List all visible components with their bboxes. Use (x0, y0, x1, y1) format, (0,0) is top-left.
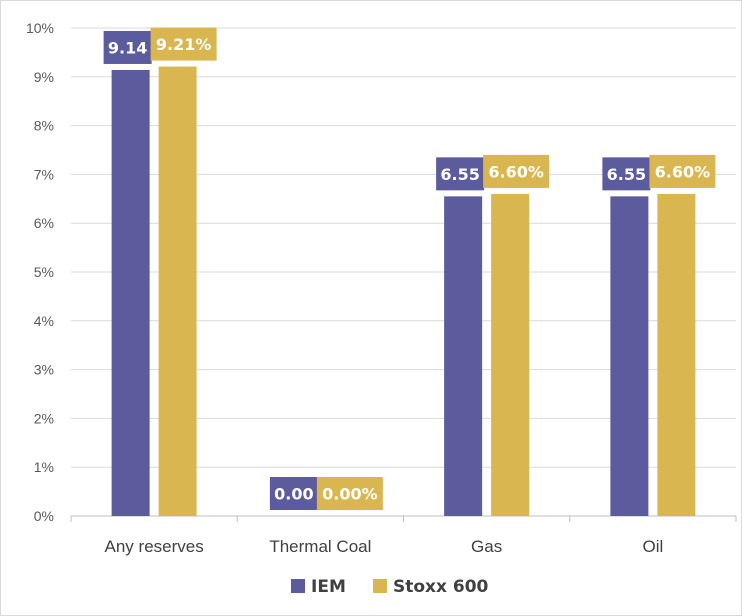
y-tick-label: 6% (34, 215, 54, 231)
y-tick-label: 4% (34, 313, 54, 329)
data-label: 0.00% (322, 485, 378, 504)
legend-label: IEM (311, 577, 346, 597)
data-label-box (483, 154, 550, 188)
data-label-box (436, 157, 485, 191)
y-tick-label: 0% (34, 508, 54, 524)
x-tick-label: Oil (642, 537, 663, 556)
bar (657, 193, 696, 517)
data-label: 6.55 (607, 165, 646, 184)
data-label: 6.60% (655, 162, 711, 181)
axes: 0% 1% 2% 3% 4% 5% 6% 7% 8% 9% 10% Any reserves Therm… (26, 20, 737, 556)
data-label-box (649, 154, 716, 188)
bars (111, 66, 696, 517)
legend-swatch (373, 579, 387, 593)
data-label-box (150, 27, 217, 61)
data-label: 6.55 (440, 165, 479, 184)
data-label-box (602, 157, 651, 191)
x-tick-label: Thermal Coal (269, 537, 371, 556)
x-tick-label: Any reserves (105, 537, 204, 556)
y-tick-label: 5% (34, 264, 54, 280)
legend-label: Stoxx 600 (393, 577, 489, 597)
y-tick-label: 8% (34, 118, 54, 134)
data-label: 0.00 (274, 485, 313, 504)
y-tick-label: 3% (34, 362, 54, 378)
bar (111, 69, 150, 516)
data-labels: 9.14 0.00 6.55 6.55 9.21% 0.00% 6.60% 6.60% (103, 27, 716, 510)
data-label: 9.21% (156, 35, 212, 54)
y-tick-label: 9% (34, 69, 54, 85)
data-label-box (103, 30, 152, 64)
data-label: 6.60% (488, 162, 544, 181)
data-label: 9.14 (108, 38, 147, 57)
y-tick-label: 2% (34, 410, 54, 426)
data-label-box (316, 477, 383, 510)
x-tick-label: Gas (471, 537, 502, 556)
y-tick-label: 10% (26, 20, 54, 36)
bar (491, 193, 530, 517)
y-tick-label: 7% (34, 166, 54, 182)
bar (444, 196, 483, 517)
legend: IEM Stoxx 600 (291, 577, 489, 597)
data-label-box (269, 477, 318, 510)
bar (158, 66, 197, 516)
y-tick-label: 1% (34, 459, 54, 475)
bar (610, 196, 649, 517)
legend-swatch (291, 579, 305, 593)
